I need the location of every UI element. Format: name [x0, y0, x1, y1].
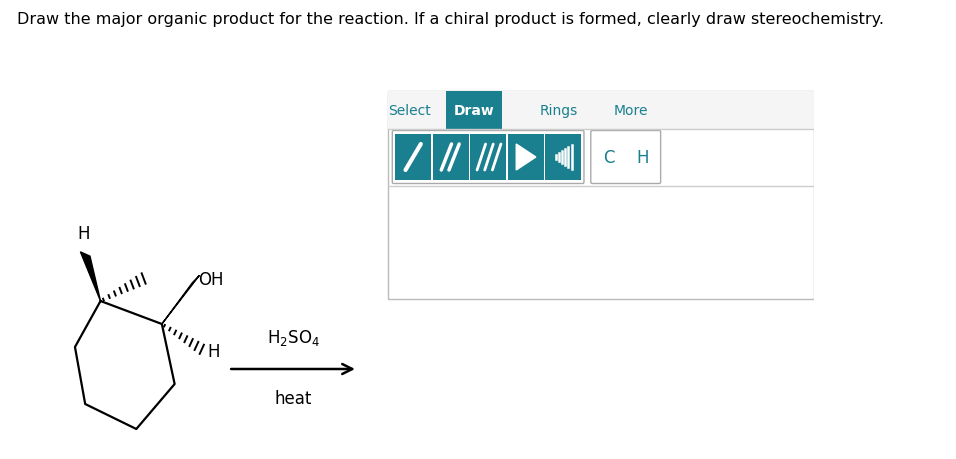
Text: Select: Select [388, 104, 431, 118]
Text: More: More [614, 104, 648, 118]
Bar [545, 134, 581, 180]
Text: H: H [77, 224, 90, 242]
Bar [445, 92, 502, 130]
Text: heat: heat [274, 389, 312, 407]
Bar [388, 92, 814, 130]
Text: H: H [207, 342, 220, 360]
Polygon shape [162, 276, 200, 325]
Bar [508, 134, 544, 180]
Text: C: C [603, 149, 615, 167]
Bar [395, 134, 431, 180]
Text: Draw: Draw [453, 104, 494, 118]
Text: Draw the major organic product for the reaction. If a chiral product is formed, : Draw the major organic product for the r… [17, 12, 884, 27]
Polygon shape [80, 252, 100, 302]
Text: Rings: Rings [540, 104, 578, 118]
Bar [470, 134, 506, 180]
Bar [594, 134, 624, 180]
Bar [433, 134, 468, 180]
Text: OH: OH [199, 270, 224, 288]
Text: H: H [636, 149, 648, 167]
Text: H$_2$SO$_4$: H$_2$SO$_4$ [267, 327, 319, 347]
Bar [388, 92, 814, 299]
Bar [627, 134, 658, 180]
Polygon shape [516, 145, 535, 171]
